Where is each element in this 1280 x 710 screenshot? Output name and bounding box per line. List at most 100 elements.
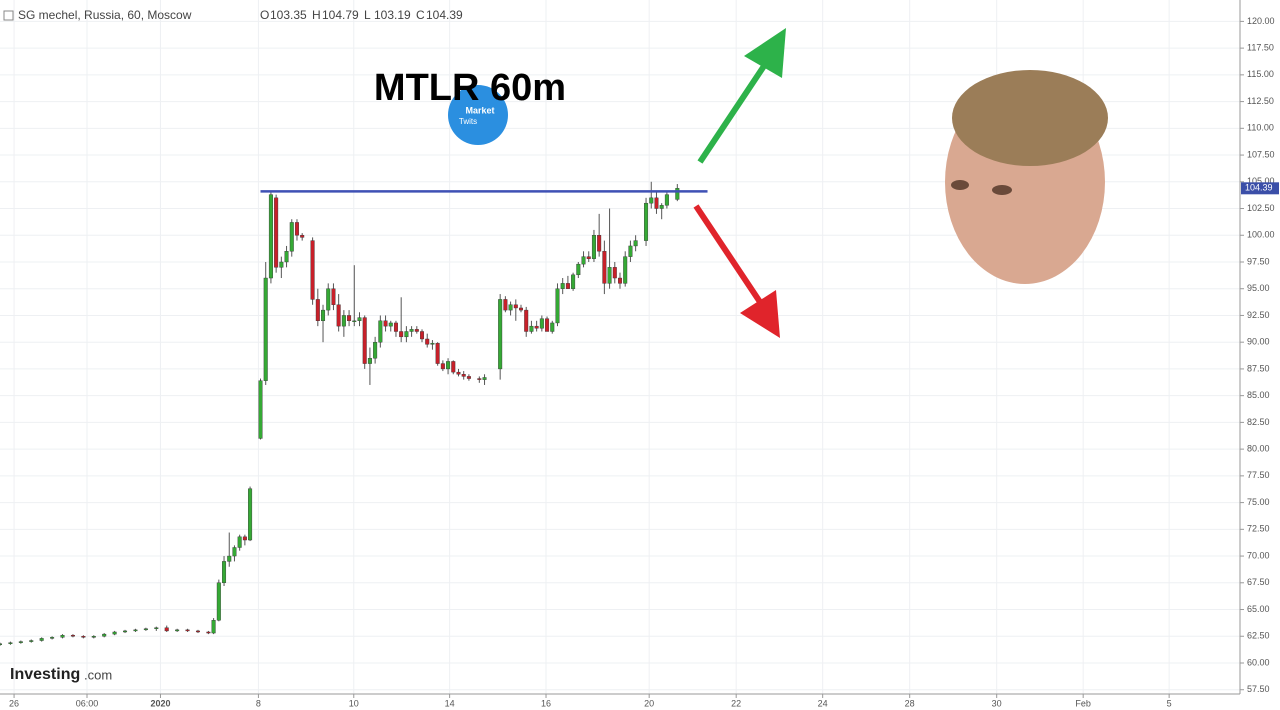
candle-body: [341, 315, 346, 327]
logo-circle: [448, 85, 508, 145]
x-tick-label: 2020: [150, 698, 170, 708]
candle-body: [222, 561, 227, 583]
candle-body: [399, 331, 404, 338]
candle-body: [242, 536, 247, 541]
candle-body: [227, 555, 232, 562]
x-tick-label: 5: [1167, 698, 1172, 708]
logo-text: Market: [465, 105, 494, 115]
y-tick-label: 90.00: [1247, 337, 1270, 347]
x-tick-label: Feb: [1075, 698, 1091, 708]
y-tick-label: 85.00: [1247, 390, 1270, 400]
y-tick-label: 80.00: [1247, 443, 1270, 453]
y-tick-label: 60.00: [1247, 657, 1270, 667]
candle-body: [289, 222, 294, 252]
last-price-badge: [1241, 182, 1279, 195]
candle-body: [633, 240, 638, 247]
candle-body: [545, 318, 550, 332]
x-tick-label: 20: [644, 698, 654, 708]
candle-body: [581, 256, 586, 265]
x-tick-label: 24: [818, 698, 828, 708]
y-tick-label: 87.50: [1247, 363, 1270, 373]
watermark: Investing: [10, 666, 80, 683]
y-tick-label: 97.50: [1247, 256, 1270, 266]
candle-body: [591, 235, 596, 259]
candle-body: [576, 263, 581, 276]
x-tick-label: 10: [349, 698, 359, 708]
candle-body: [618, 277, 623, 284]
candle-body: [628, 245, 633, 257]
candle-body: [347, 315, 352, 322]
candle-body: [586, 256, 591, 259]
candle-body: [300, 235, 305, 238]
candle-body: [143, 628, 148, 631]
candle-body: [388, 322, 393, 327]
candle-body: [274, 197, 279, 268]
y-tick-label: 112.50: [1247, 96, 1274, 106]
candle-body: [461, 374, 466, 377]
y-tick-label: 82.50: [1247, 417, 1270, 427]
candle-body: [123, 630, 128, 633]
candle-body: [29, 640, 34, 642]
candle-body: [539, 318, 544, 329]
candle-body: [60, 634, 65, 638]
candle-body: [81, 636, 86, 638]
x-tick-label: 28: [905, 698, 915, 708]
candle-body: [513, 304, 518, 309]
y-tick-label: 120.00: [1247, 16, 1275, 26]
candle-body: [435, 343, 440, 364]
y-tick-label: 95.00: [1247, 283, 1270, 293]
y-tick-label: 62.50: [1247, 631, 1270, 641]
x-tick-label: 26: [9, 698, 19, 708]
y-tick-label: 117.50: [1247, 42, 1274, 52]
ohlc-value: 103.19: [374, 8, 411, 22]
down-arrow-head: [740, 290, 780, 338]
candle-body: [195, 630, 200, 633]
x-tick-label: 22: [731, 698, 741, 708]
down-arrow-shaft: [693, 204, 763, 304]
candle-body: [0, 643, 2, 646]
ohlc-key: C: [416, 8, 425, 22]
candle-body: [519, 307, 524, 311]
candle-body: [211, 620, 216, 634]
candle-body: [18, 641, 23, 643]
candle-body: [294, 222, 299, 236]
candle-body: [279, 261, 284, 268]
y-tick-label: 102.50: [1247, 203, 1275, 213]
candle-body: [404, 331, 409, 338]
candle-body: [446, 361, 451, 370]
candle-body: [565, 283, 570, 289]
watermark: .com: [84, 667, 112, 682]
candle-body: [393, 322, 398, 332]
candle-body: [524, 309, 529, 332]
candle-body: [112, 631, 117, 635]
y-tick-label: 110.00: [1247, 123, 1274, 133]
candle-body: [39, 638, 44, 641]
candle-body: [268, 194, 273, 279]
candle-body: [456, 371, 461, 375]
last-price-label: 104.39: [1245, 183, 1273, 193]
x-tick-label: 16: [541, 698, 551, 708]
logo-text: Twits: [459, 117, 477, 126]
y-tick-label: 65.00: [1247, 604, 1270, 614]
y-tick-label: 107.50: [1247, 149, 1275, 159]
candle-body: [607, 267, 612, 284]
candle-body: [466, 376, 471, 379]
candle-body: [331, 288, 336, 305]
ohlc-value: 103.35: [270, 8, 307, 22]
candle-body: [383, 320, 388, 327]
candle-body: [414, 329, 419, 332]
candle-body: [352, 320, 357, 323]
ohlc-key: O: [260, 8, 269, 22]
candle-body: [248, 488, 253, 541]
candle-body: [263, 277, 268, 381]
candle-body: [206, 631, 211, 634]
candle-body: [321, 309, 326, 322]
collapse-icon[interactable]: [3, 10, 14, 21]
ohlc-legend: O 103.35 H 104.79 L 103.19 C 104.39: [260, 8, 463, 22]
candle-body: [597, 235, 602, 252]
candle-body: [654, 197, 659, 209]
candle-body: [451, 361, 456, 373]
candle-body: [237, 536, 242, 548]
